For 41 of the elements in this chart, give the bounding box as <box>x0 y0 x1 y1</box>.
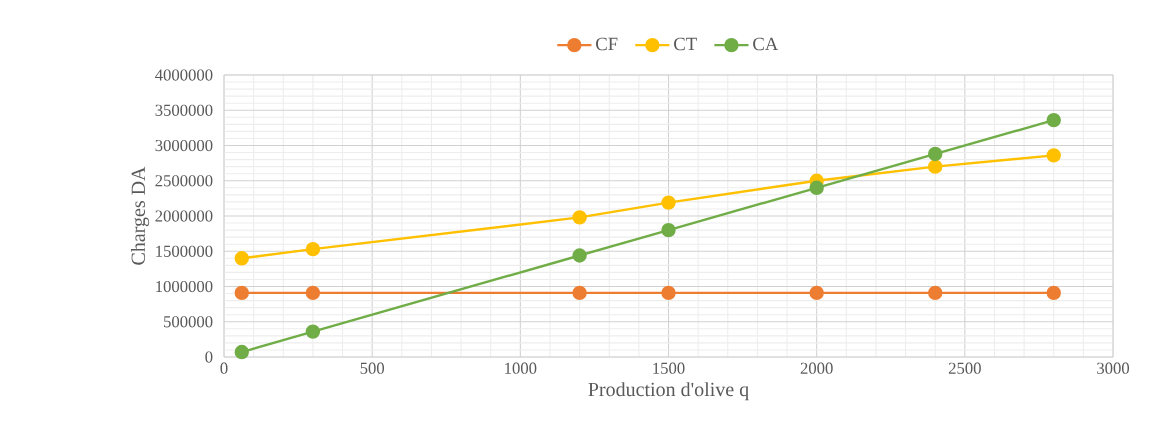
legend-label: CT <box>674 37 697 51</box>
y-tick-label: 3500000 <box>155 104 213 116</box>
legend-label: CA <box>753 37 779 51</box>
x-tick-label: 2500 <box>948 362 981 374</box>
y-tick-label: 1500000 <box>156 245 213 257</box>
point <box>572 210 587 225</box>
y-tick-label: 2500000 <box>155 175 213 187</box>
y-tick-label: 500000 <box>164 316 213 328</box>
x-axis-title: Production d'olive q <box>588 382 749 401</box>
point <box>928 146 943 162</box>
y-tick-label: 0 <box>205 351 213 363</box>
point <box>234 344 249 360</box>
x-tick-label: 500 <box>360 362 385 374</box>
point <box>234 285 249 301</box>
point <box>661 195 676 210</box>
point <box>809 285 824 301</box>
x-tick-label: 2000 <box>800 362 833 374</box>
point <box>1046 285 1061 301</box>
point <box>809 180 824 195</box>
x-tick-label: 1000 <box>505 362 537 374</box>
point <box>661 222 676 238</box>
point <box>928 159 943 174</box>
point <box>1046 112 1061 128</box>
point <box>572 248 587 263</box>
x-tick-label: 3000 <box>1097 362 1130 374</box>
legend-label: CF <box>596 37 618 51</box>
point <box>1046 148 1061 163</box>
point <box>572 285 587 301</box>
y-axis-title: Charges DA <box>130 166 150 265</box>
x-tick-label: 0 <box>220 362 228 374</box>
point <box>234 251 249 266</box>
point <box>928 285 943 301</box>
y-tick-label: 4000000 <box>155 69 213 81</box>
y-tick-label: 3000000 <box>155 139 213 152</box>
point <box>305 324 321 339</box>
x-tick-label: 1500 <box>653 362 685 374</box>
y-tick-label: 2000000 <box>155 210 213 222</box>
point <box>661 285 676 301</box>
point <box>305 241 321 257</box>
point <box>305 285 321 301</box>
y-tick-label: 1000000 <box>156 280 213 293</box>
